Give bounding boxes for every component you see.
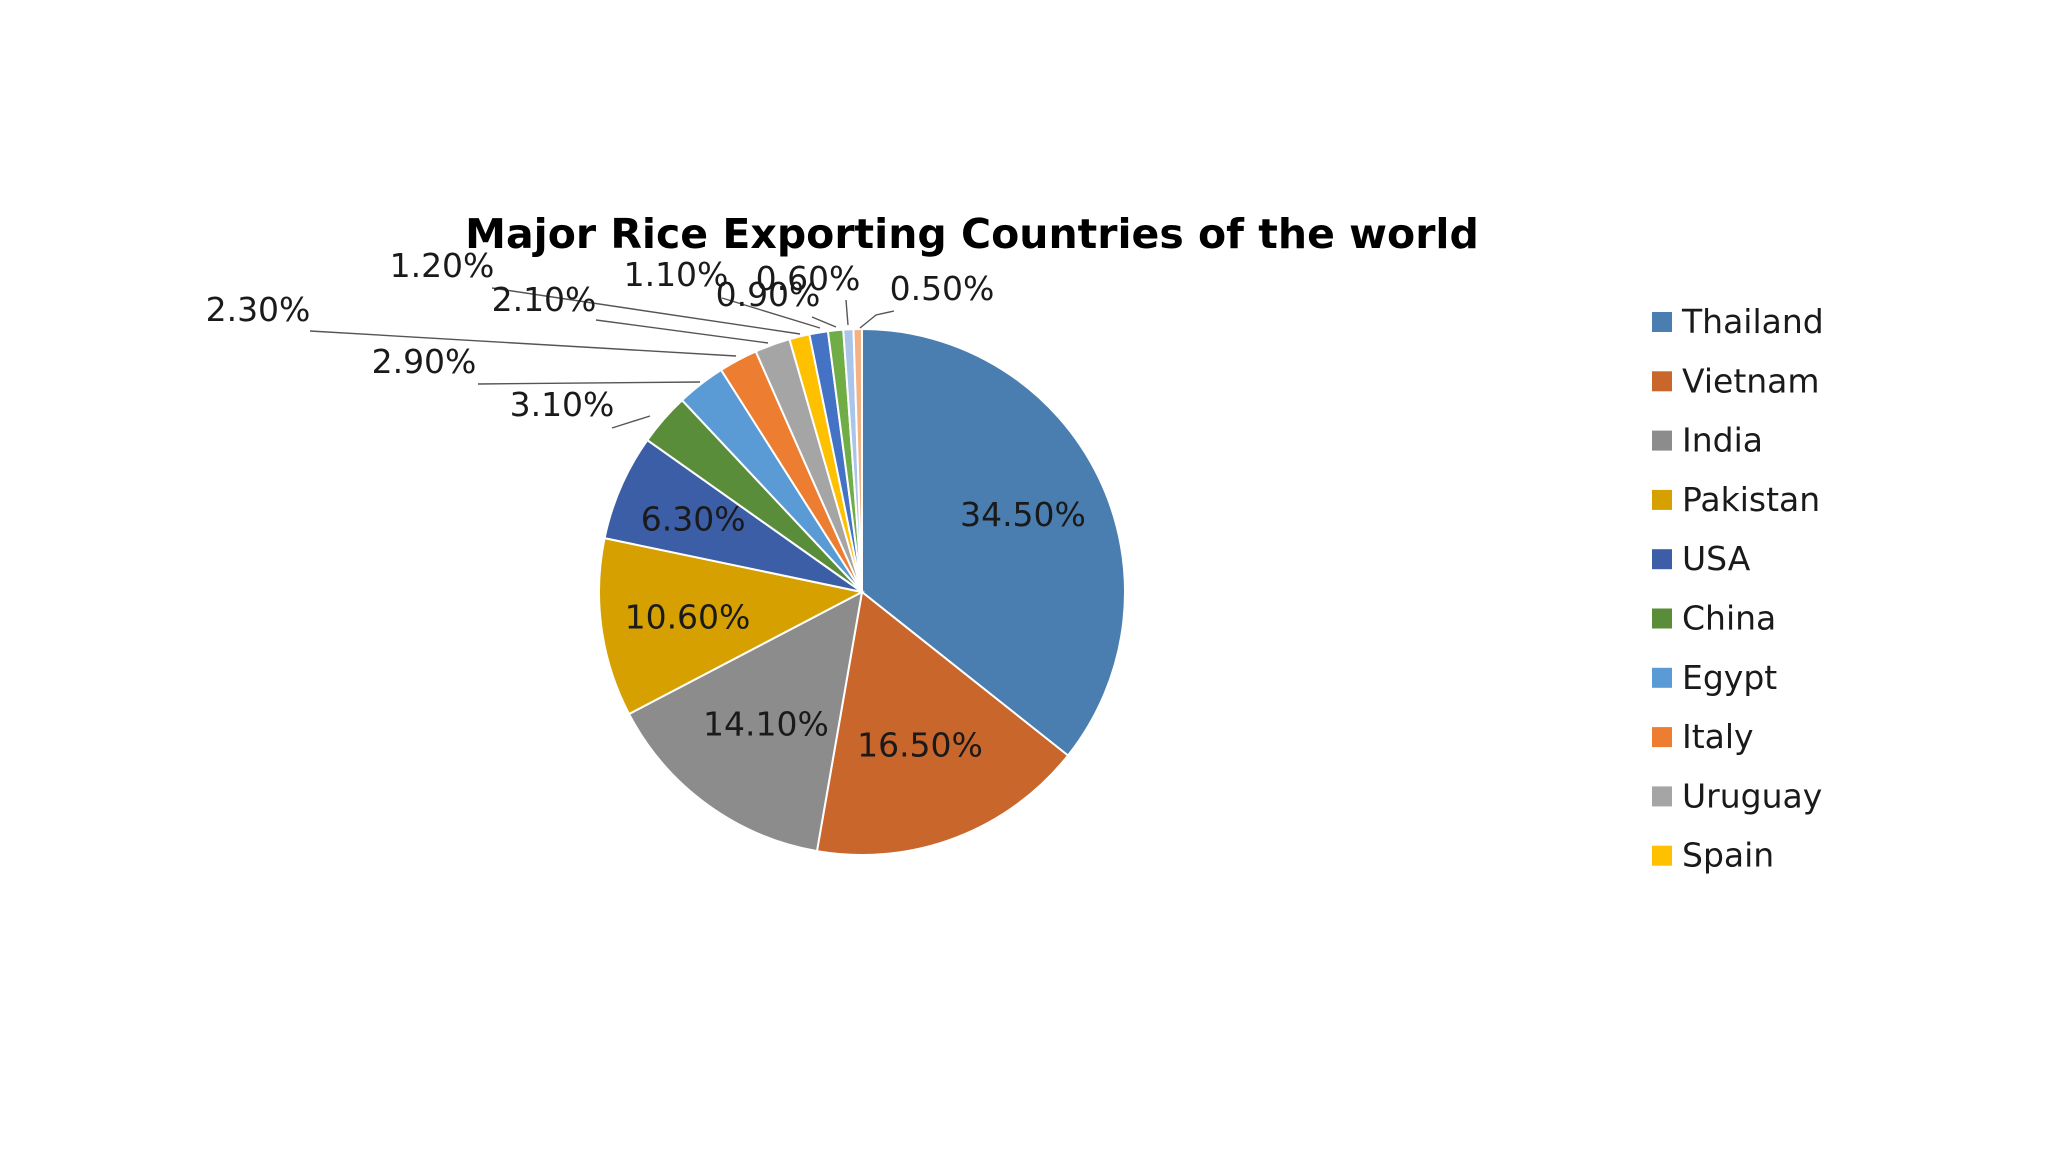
legend-item: India [1682, 421, 1763, 460]
pie-slice-other-13 [852, 327, 863, 593]
legend-item: China [1682, 599, 1776, 638]
legend-item: USA [1682, 539, 1751, 578]
legend-item: Pakistan [1682, 480, 1820, 519]
pie-slice-india [627, 590, 864, 853]
legend-item: Italy [1682, 717, 1754, 756]
data-label: 2.10% [492, 280, 597, 319]
data-label: 0.60% [756, 259, 861, 298]
leader-line [845, 299, 849, 326]
legend-swatch [1652, 786, 1672, 807]
data-label: 2.90% [372, 342, 477, 381]
pie-slice-vietnam [815, 590, 1070, 856]
leader-line [309, 330, 737, 357]
data-label: 10.60% [625, 597, 751, 636]
legend-swatch [1652, 667, 1672, 688]
legend-swatch [1652, 608, 1672, 629]
data-label: 0.50% [890, 269, 995, 308]
data-label: 16.50% [857, 725, 983, 764]
data-label: 3.10% [510, 385, 615, 424]
legend-item: Thailand [1681, 302, 1824, 341]
data-label: 1.20% [390, 246, 495, 285]
legend-swatch [1652, 312, 1672, 332]
pie-slice-thailand [861, 327, 1126, 757]
legend-item: Vietnam [1682, 361, 1820, 400]
legend-swatch [1652, 845, 1672, 866]
data-label: 1.10% [624, 255, 729, 294]
leader-line [859, 310, 895, 329]
legend-swatch [1652, 371, 1672, 392]
data-label: 0.90% [716, 275, 821, 314]
legend-item: Uruguay [1682, 776, 1822, 815]
legend-swatch [1652, 549, 1672, 570]
leader-line [811, 316, 837, 328]
leader-line [477, 381, 701, 385]
pie-slice-pakistan [598, 536, 865, 716]
leader-line [721, 297, 821, 329]
leader-line [491, 287, 801, 335]
legend-swatch [1652, 727, 1672, 748]
data-label: 34.50% [960, 495, 1086, 534]
data-label: 14.10% [703, 705, 829, 744]
data-label: 2.30% [206, 290, 311, 329]
leader-line [595, 319, 769, 344]
legend-swatch [1652, 489, 1672, 510]
legend-item: Spain [1682, 836, 1774, 875]
legend-swatch [1652, 430, 1672, 451]
chart-title: Major Rice Exporting Countries of the wo… [465, 210, 1479, 258]
legend-item: Egypt [1682, 658, 1777, 697]
data-label: 6.30% [641, 500, 746, 539]
leader-line [611, 415, 651, 429]
